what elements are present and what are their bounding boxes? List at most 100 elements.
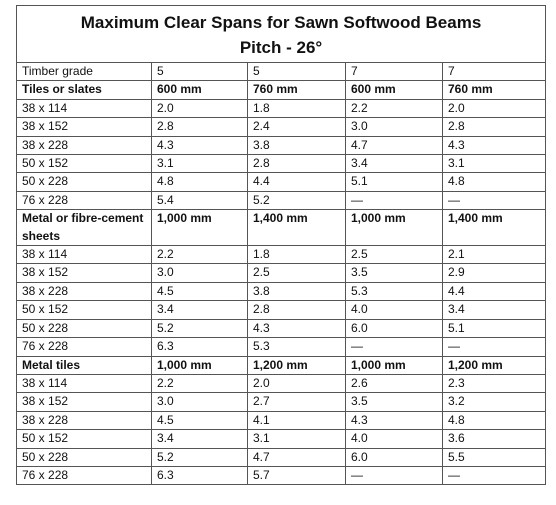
section-header-row: Tiles or slates 600 mm 760 mm 600 mm 760 mm <box>16 80 547 100</box>
span-value: 2.2 <box>151 245 248 265</box>
grade-value: 5 <box>151 61 248 82</box>
span-value: 6.3 <box>151 337 248 357</box>
beam-size: 50 x 152 <box>16 154 152 174</box>
span-value: 2.8 <box>247 154 346 174</box>
beam-size: 76 x 228 <box>16 190 152 211</box>
spacing-value: 1,000 mm <box>151 209 248 247</box>
span-value: 2.8 <box>151 117 248 137</box>
span-value: 4.7 <box>247 447 346 467</box>
span-value: 3.2 <box>441 392 547 412</box>
spacing-value: 1,200 mm <box>441 355 547 375</box>
beam-size: 38 x 114 <box>16 373 152 394</box>
span-value: 2.7 <box>247 392 346 412</box>
table-row: 38 x 114 2.2 2.0 2.6 2.3 <box>16 373 547 394</box>
section-header-row: Metal or fibre-cement sheets 1,000 mm 1,40… <box>16 209 547 247</box>
span-value: 4.5 <box>151 281 248 302</box>
span-value: 2.5 <box>247 263 346 283</box>
span-value: 3.1 <box>247 429 346 449</box>
span-value: 4.1 <box>247 410 346 431</box>
table-row: 38 x 228 4.3 3.8 4.7 4.3 <box>16 135 547 156</box>
span-value: 5.4 <box>151 190 248 211</box>
span-value: 1.8 <box>247 98 346 119</box>
span-value: 4.3 <box>151 135 248 156</box>
spacing-value: 600 mm <box>345 80 443 100</box>
span-value: — <box>345 337 443 357</box>
span-value: 3.0 <box>345 117 443 137</box>
span-value: — <box>441 337 547 357</box>
grade-row: Timber grade 5 5 7 7 <box>16 61 547 82</box>
span-value: — <box>345 465 443 486</box>
span-value: 4.7 <box>345 135 443 156</box>
span-table-container: Maximum Clear Spans for Sawn Softwood Be… <box>15 5 547 486</box>
table-row: 38 x 152 3.0 2.7 3.5 3.2 <box>16 392 547 412</box>
section-label: Metal or fibre-cement sheets <box>16 209 152 247</box>
spacing-value: 1,400 mm <box>441 209 547 247</box>
span-value: 2.2 <box>151 373 248 394</box>
span-value: 4.4 <box>247 172 346 192</box>
table-row: 38 x 114 2.0 1.8 2.2 2.0 <box>16 98 547 119</box>
span-value: 5.5 <box>441 447 547 467</box>
span-value: 1.8 <box>247 245 346 265</box>
table-row: 76 x 228 6.3 5.3— — <box>16 337 547 357</box>
table-row: 38 x 114 2.2 1.8 2.5 2.1 <box>16 245 547 265</box>
span-value: 4.0 <box>345 429 443 449</box>
beam-size: 50 x 228 <box>16 447 152 467</box>
section-label: Tiles or slates <box>16 80 152 100</box>
spacing-value: 760 mm <box>247 80 346 100</box>
span-value: 3.4 <box>441 300 547 320</box>
table-row: 38 x 152 2.8 2.4 3.0 2.8 <box>16 117 547 137</box>
table-row: 38 x 228 4.5 4.1 4.3 4.8 <box>16 410 547 431</box>
span-value: 5.3 <box>345 281 443 302</box>
span-value: 5.1 <box>441 318 547 339</box>
span-table-body: Maximum Clear Spans for Sawn Softwood Be… <box>15 5 547 486</box>
span-value: 3.8 <box>247 281 346 302</box>
title-row: Maximum Clear Spans for Sawn Softwood Be… <box>15 5 547 63</box>
span-value: 3.8 <box>247 135 346 156</box>
beam-size: 50 x 152 <box>16 429 152 449</box>
span-value: 5.1 <box>345 172 443 192</box>
span-value: — <box>345 190 443 211</box>
grade-label: Timber grade <box>16 61 152 82</box>
span-value: 4.8 <box>441 410 547 431</box>
span-value: 2.8 <box>247 300 346 320</box>
span-value: 4.3 <box>247 318 346 339</box>
spacing-value: 1,000 mm <box>151 355 248 375</box>
beam-size: 50 x 152 <box>16 300 152 320</box>
span-value: 3.5 <box>345 392 443 412</box>
spacing-value: 1,200 mm <box>247 355 346 375</box>
beam-size: 38 x 228 <box>16 135 152 156</box>
span-value: 4.5 <box>151 410 248 431</box>
beam-size: 76 x 228 <box>16 465 152 486</box>
span-value: 2.0 <box>441 98 547 119</box>
table-row: 38 x 152 3.0 2.5 3.5 2.9 <box>16 263 547 283</box>
table-row: 50 x 152 3.4 3.1 4.0 3.6 <box>16 429 547 449</box>
beam-size: 38 x 152 <box>16 392 152 412</box>
beam-size: 38 x 228 <box>16 281 152 302</box>
beam-size: 38 x 228 <box>16 410 152 431</box>
grade-value: 7 <box>345 61 443 82</box>
beam-size: 38 x 114 <box>16 245 152 265</box>
span-value: 4.8 <box>441 172 547 192</box>
span-value: — <box>441 190 547 211</box>
span-value: 2.5 <box>345 245 443 265</box>
span-value: 2.0 <box>151 98 248 119</box>
beam-size: 38 x 152 <box>16 117 152 137</box>
grade-value: 7 <box>441 61 547 82</box>
table-row: 50 x 152 3.1 2.8 3.4 3.1 <box>16 154 547 174</box>
span-value: 6.0 <box>345 318 443 339</box>
spacing-value: 600 mm <box>151 80 248 100</box>
spacing-value: 1,000 mm <box>345 355 443 375</box>
span-value: 5.7 <box>247 465 346 486</box>
span-value: 2.1 <box>441 245 547 265</box>
section-header-row: Metal tiles 1,000 mm 1,200 mm 1,000 mm 1,200… <box>16 355 547 375</box>
span-table: Maximum Clear Spans for Sawn Softwood Be… <box>15 5 547 486</box>
span-value: 3.1 <box>151 154 248 174</box>
span-value: 4.0 <box>345 300 443 320</box>
span-value: 2.9 <box>441 263 547 283</box>
grade-value: 5 <box>247 61 346 82</box>
span-value: 3.6 <box>441 429 547 449</box>
span-value: 5.3 <box>247 337 346 357</box>
table-row: 50 x 228 5.2 4.7 6.0 5.5 <box>16 447 547 467</box>
beam-size: 38 x 152 <box>16 263 152 283</box>
title-line-1: Maximum Clear Spans for Sawn Softwood Be… <box>80 13 482 32</box>
